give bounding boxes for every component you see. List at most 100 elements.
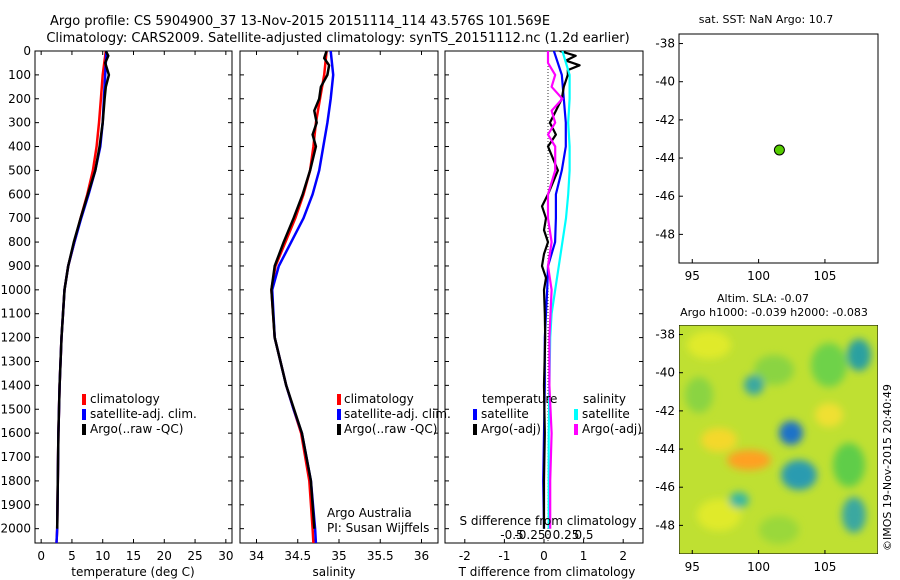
map-y-tick-label: -40 xyxy=(655,75,675,89)
temperature-panel: 0100200300400500600700800900100011001200… xyxy=(0,44,643,579)
depth-tick-label: 300 xyxy=(8,116,31,130)
legend-swatch-argo xyxy=(337,424,341,435)
sla-map-panel: Altim. SLA: -0.07 Argo h1000: -0.039 h20… xyxy=(655,292,878,574)
legend-title-temperature: temperature xyxy=(482,392,557,406)
s-tick-label: -0.5 xyxy=(500,528,523,542)
legend-swatch-climatology xyxy=(337,394,341,405)
legend-label-climatology: climatology xyxy=(344,392,414,406)
s-tick-label: 0 xyxy=(544,528,552,542)
x-tick-label: 10 xyxy=(95,549,110,563)
sla-heatmap xyxy=(679,325,878,554)
legend-swatch-t-satellite xyxy=(473,409,477,420)
x-tick-label: 0 xyxy=(540,549,548,563)
difference-xticks: -2 -1 0 1 2-0.5-0.250 0.250.5 xyxy=(459,528,627,563)
s-difference-label: S difference from climatology xyxy=(460,514,637,528)
x-tick-label: 30 xyxy=(218,549,233,563)
series-line-argo-raw-qc- xyxy=(55,51,111,529)
s-tick-label: 0.25 xyxy=(553,528,580,542)
depth-tick-label: 600 xyxy=(8,187,31,201)
x-tick-label: 1 xyxy=(580,549,588,563)
depth-tick-label: 2000 xyxy=(0,522,31,536)
salinity-lines xyxy=(270,51,335,543)
depth-tick-label: 400 xyxy=(8,140,31,154)
sla-map-ticks: 95 100 105 -38 -40 -42 -44 -46 -48 xyxy=(655,328,836,574)
difference-lines xyxy=(540,51,581,529)
depth-tick-label: 700 xyxy=(8,211,31,225)
pi-label: PI: Susan Wijffels xyxy=(327,521,429,535)
x-tick-label: -1 xyxy=(498,549,510,563)
legend-label-s-argo: Argo(-adj) xyxy=(582,422,642,436)
difference-panel: -2 -1 0 1 2-0.5-0.250 0.250.5 T difference fr… xyxy=(444,50,644,579)
x-tick-label: 34.5 xyxy=(284,549,311,563)
series-line-climatology xyxy=(270,51,328,543)
x-tick-label: -2 xyxy=(459,549,471,563)
depth-tick-label: 1800 xyxy=(0,474,31,488)
s-tick-label: -0.25 xyxy=(514,528,545,542)
temperature-xlabel: temperature (deg C) xyxy=(71,565,194,579)
argo-australia-label: Argo Australia xyxy=(327,506,412,520)
x-tick-label: 35.5 xyxy=(367,549,394,563)
legend-label-satellite: satellite-adj. clim. xyxy=(344,407,451,421)
legend-label-s-satellite: satellite xyxy=(582,407,630,421)
legend-label-argo: Argo(..raw -QC) xyxy=(90,422,183,436)
map-x-tick-label: 95 xyxy=(685,560,700,574)
legend-swatch-t-argo xyxy=(473,424,477,435)
depth-tick-label: 0 xyxy=(23,44,31,58)
map-y-tick-label: -48 xyxy=(655,227,675,241)
legend-swatch-satellite xyxy=(82,409,86,420)
series-line-satellite-adj-clim- xyxy=(270,51,335,543)
x-tick-label: 35 xyxy=(331,549,346,563)
x-tick-label: 20 xyxy=(157,549,172,563)
sla-map-title1: Altim. SLA: -0.07 xyxy=(717,292,809,305)
legend-label-t-satellite: satellite xyxy=(481,407,529,421)
temperature-legend: climatology satellite-adj. clim. Argo(..… xyxy=(82,392,197,436)
difference-xlabel: T difference from climatology xyxy=(458,565,636,579)
salinity-xlabel: salinity xyxy=(312,565,355,579)
legend-label-climatology: climatology xyxy=(90,392,160,406)
legend-swatch-s-argo xyxy=(574,424,578,435)
sst-map-title: sat. SST: NaN Argo: 10.7 xyxy=(699,13,833,26)
map-y-tick-label: -46 xyxy=(655,480,675,494)
legend-swatch-s-satellite xyxy=(574,409,578,420)
depth-tick-label: 1700 xyxy=(0,450,31,464)
legend-label-satellite: satellite-adj. clim. xyxy=(90,407,197,421)
salinity-panel: 34 34.5 35 35.5 36 salinity climatology sate… xyxy=(239,50,451,579)
depth-tick-label: 1300 xyxy=(0,354,31,368)
depth-tick-label: 1600 xyxy=(0,426,31,440)
salinity-frame xyxy=(239,50,439,544)
series-line-argo-raw-qc- xyxy=(270,51,331,529)
depth-ticks: 0 100 200 300 400 500 600 700 800 900 1000 1100 1200… xyxy=(0,44,643,536)
depth-tick-label: 1000 xyxy=(0,283,31,297)
legend-title-salinity: salinity xyxy=(583,392,626,406)
depth-tick-label: 1500 xyxy=(0,402,31,416)
legend-swatch-satellite xyxy=(337,409,341,420)
x-tick-label: 15 xyxy=(126,549,141,563)
map-y-tick-label: -40 xyxy=(655,366,675,380)
depth-tick-label: 1100 xyxy=(0,307,31,321)
map-x-tick-label: 95 xyxy=(685,269,700,283)
map-y-tick-label: -48 xyxy=(655,518,675,532)
x-tick-label: 34 xyxy=(249,549,264,563)
map-x-tick-label: 105 xyxy=(813,560,836,574)
sst-map-ticks: 95 100 105 -38 -40 -42 -44 -46 -48 xyxy=(655,37,836,283)
map-y-tick-label: -38 xyxy=(655,328,675,342)
salinity-legend: climatology satellite-adj. clim. Argo(..… xyxy=(337,392,451,436)
depth-tick-label: 800 xyxy=(8,235,31,249)
x-tick-label: 25 xyxy=(187,549,202,563)
sla-map-title2: Argo h1000: -0.039 h2000: -0.083 xyxy=(680,306,868,319)
sst-map-panel: sat. SST: NaN Argo: 10.7 95 100 105 -38 -40 -… xyxy=(655,13,879,283)
legend-label-argo: Argo(..raw -QC) xyxy=(344,422,437,436)
header-line1: Argo profile: CS 5904900_37 13-Nov-2015 … xyxy=(50,14,550,29)
depth-tick-label: 1900 xyxy=(0,498,31,512)
float-position-marker xyxy=(773,144,785,156)
depth-tick-label: 1200 xyxy=(0,331,31,345)
legend-swatch-argo xyxy=(82,424,86,435)
map-x-tick-label: 105 xyxy=(813,269,836,283)
x-tick-label: 0 xyxy=(37,549,45,563)
map-x-tick-label: 100 xyxy=(747,560,770,574)
difference-legend: temperature satellite Argo(-adj) salinit… xyxy=(473,392,642,436)
map-y-tick-label: -44 xyxy=(655,151,675,165)
series-line-salinity-argo-adj- xyxy=(546,51,564,529)
depth-tick-label: 100 xyxy=(8,68,31,82)
